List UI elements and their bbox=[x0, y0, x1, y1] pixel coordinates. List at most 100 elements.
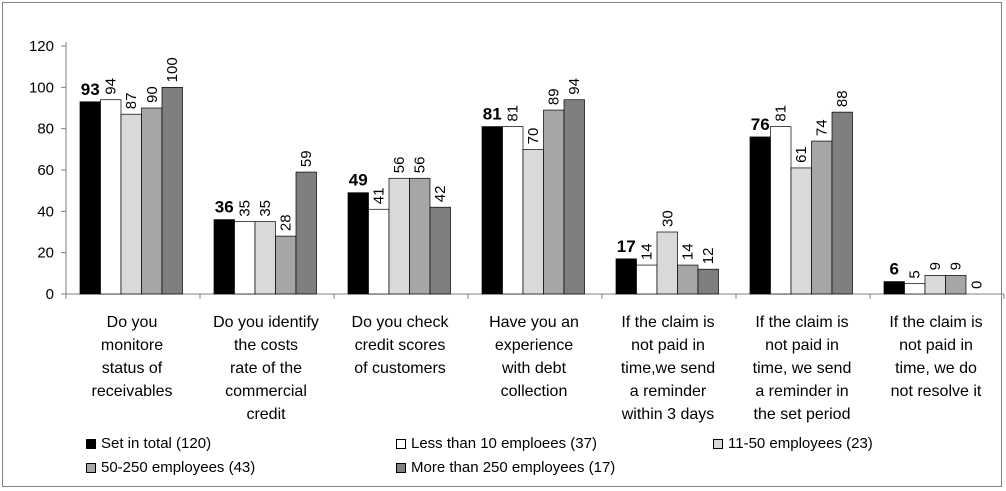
data-label: 42 bbox=[432, 186, 449, 203]
bar bbox=[636, 264, 658, 295]
data-label: 61 bbox=[793, 146, 810, 163]
bar bbox=[79, 101, 101, 295]
legend-item: Less than 10 emploees (37) bbox=[396, 435, 597, 452]
data-label: 87 bbox=[123, 93, 140, 110]
legend-label: Set in total (120) bbox=[101, 435, 212, 452]
y-tick-label: 80 bbox=[37, 121, 54, 138]
data-label: 94 bbox=[566, 78, 583, 95]
legend-item: Set in total (120) bbox=[86, 435, 211, 452]
data-label: 94 bbox=[103, 78, 120, 95]
bar bbox=[161, 86, 183, 295]
data-label: 76 bbox=[751, 115, 770, 134]
bar bbox=[275, 235, 297, 295]
bar bbox=[120, 113, 142, 295]
category-label-line: If the claim is bbox=[889, 314, 982, 331]
bar bbox=[388, 177, 410, 295]
category-label-line: Do you identify bbox=[213, 314, 319, 331]
category-label-line: the costs bbox=[234, 337, 298, 354]
y-tick-label: 120 bbox=[29, 38, 54, 55]
category-label-line: credit bbox=[246, 406, 286, 423]
bar bbox=[790, 167, 812, 295]
y-tick-label: 40 bbox=[37, 203, 54, 220]
legend-label: More than 250 employees (17) bbox=[411, 459, 616, 476]
data-label: 28 bbox=[278, 214, 295, 231]
category-label: Do you check credit scores of customers bbox=[352, 314, 450, 377]
category-label-line: collection bbox=[501, 383, 568, 400]
category-label-line: a reminder in bbox=[755, 383, 848, 400]
category-label: If the claim is not paid in time, we do not… bbox=[889, 314, 982, 400]
data-label: 35 bbox=[237, 200, 254, 217]
bar bbox=[429, 206, 451, 295]
category-label-line: commercial bbox=[225, 383, 307, 400]
category-label: Do you identify the costs rate of the comme… bbox=[213, 314, 319, 423]
bar bbox=[811, 140, 833, 295]
category-label: Have you an experience with debt collection bbox=[489, 314, 579, 400]
bar bbox=[213, 219, 235, 295]
category-label-line: If the claim is bbox=[621, 314, 714, 331]
category-label-line: If the claim is bbox=[755, 314, 848, 331]
category-label-line: of customers bbox=[354, 360, 446, 377]
legend-item: 11-50 employees (23) bbox=[713, 435, 873, 452]
bar bbox=[481, 126, 503, 295]
category-label-line: with debt bbox=[501, 360, 567, 377]
legend-label: 50-250 employees (43) bbox=[101, 459, 256, 476]
category-label-line: time, we do bbox=[895, 360, 977, 377]
legend-swatch bbox=[396, 438, 406, 449]
bar bbox=[831, 111, 853, 295]
category-label-line: status of bbox=[102, 360, 163, 377]
data-label: 9 bbox=[927, 262, 944, 270]
data-label: 100 bbox=[164, 57, 181, 82]
bar bbox=[543, 109, 565, 295]
y-tick-label: 0 bbox=[46, 286, 54, 303]
category-label-line: credit scores bbox=[355, 337, 446, 354]
data-label: 70 bbox=[525, 128, 542, 145]
bar bbox=[770, 126, 792, 295]
category-label-line: not paid in bbox=[899, 337, 973, 354]
bar bbox=[347, 192, 369, 295]
data-label: 49 bbox=[349, 171, 368, 190]
legend-swatch bbox=[86, 438, 96, 449]
category-label: If the claim is not paid in time,we send a … bbox=[621, 314, 715, 423]
legend-item: More than 250 employees (17) bbox=[396, 459, 615, 476]
data-label: 74 bbox=[814, 119, 831, 136]
category-label-line: Do you check bbox=[352, 314, 450, 331]
category-label-line: experience bbox=[495, 337, 573, 354]
data-label: 89 bbox=[546, 88, 563, 105]
legend-swatch bbox=[396, 462, 406, 473]
data-label: 6 bbox=[890, 260, 899, 279]
data-label: 35 bbox=[257, 200, 274, 217]
y-tick-label: 60 bbox=[37, 162, 54, 179]
legend-swatch bbox=[86, 462, 96, 473]
data-label: 41 bbox=[371, 188, 388, 205]
data-label: 81 bbox=[483, 105, 502, 124]
legend-item: 50-250 employees (43) bbox=[86, 459, 255, 476]
legend-label: 11-50 employees (23) bbox=[728, 435, 873, 452]
category-label-line: time, we send bbox=[753, 360, 852, 377]
bar bbox=[945, 275, 967, 295]
bar bbox=[141, 107, 163, 295]
data-label: 81 bbox=[505, 105, 522, 122]
bar bbox=[409, 177, 431, 295]
category-label-line: not resolve it bbox=[891, 383, 982, 400]
bar bbox=[563, 99, 585, 295]
bar bbox=[904, 283, 926, 295]
data-label: 5 bbox=[907, 270, 924, 278]
bar bbox=[697, 268, 719, 295]
y-tick-label: 20 bbox=[37, 245, 54, 262]
bar bbox=[100, 99, 122, 295]
category-label-line: not paid in bbox=[765, 337, 839, 354]
bar bbox=[924, 275, 946, 295]
bar bbox=[368, 208, 390, 295]
data-label: 56 bbox=[412, 157, 429, 174]
legend-label: Less than 10 emploees (37) bbox=[411, 435, 597, 452]
category-label: If the claim is not paid in time, we send a… bbox=[753, 314, 852, 423]
category-label-line: time,we send bbox=[621, 360, 715, 377]
data-label: 30 bbox=[659, 210, 676, 227]
bar bbox=[615, 258, 637, 295]
y-tick-label: 100 bbox=[29, 79, 54, 96]
data-label: 9 bbox=[948, 262, 965, 270]
data-label: 17 bbox=[617, 237, 636, 256]
legend-swatch bbox=[713, 438, 723, 449]
category-label-line: not paid in bbox=[631, 337, 705, 354]
